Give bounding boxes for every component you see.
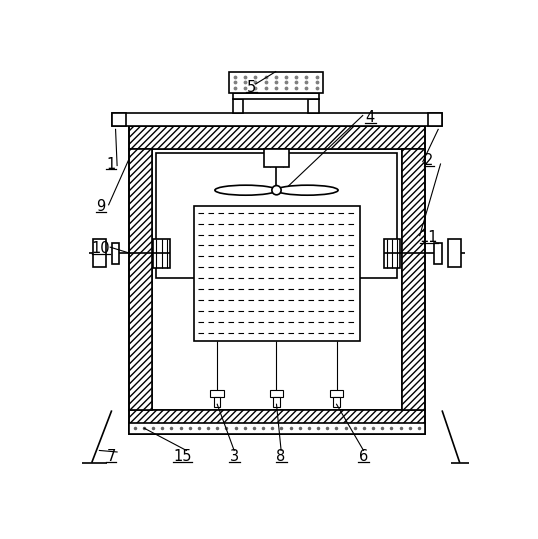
Bar xyxy=(334,397,339,407)
Bar xyxy=(232,99,243,113)
Bar xyxy=(152,149,402,410)
Bar xyxy=(273,397,280,407)
Bar xyxy=(270,390,284,397)
Text: 9: 9 xyxy=(96,199,105,214)
Bar xyxy=(112,113,442,126)
Bar xyxy=(129,410,425,433)
Bar xyxy=(434,243,442,264)
Text: 3: 3 xyxy=(230,449,239,464)
Bar xyxy=(308,99,319,113)
Bar xyxy=(112,113,125,126)
Bar xyxy=(194,206,360,341)
Bar xyxy=(384,239,400,268)
Bar xyxy=(402,149,425,410)
Bar xyxy=(210,390,224,397)
Text: 4: 4 xyxy=(366,110,375,125)
Bar xyxy=(448,239,461,267)
Text: 10: 10 xyxy=(91,241,110,256)
Text: 6: 6 xyxy=(359,449,368,464)
Ellipse shape xyxy=(215,185,277,195)
Bar xyxy=(153,239,170,268)
Text: 5: 5 xyxy=(247,80,257,94)
Text: 7: 7 xyxy=(107,449,116,464)
Text: 1: 1 xyxy=(107,156,116,171)
Bar xyxy=(129,149,152,410)
Bar xyxy=(129,126,425,433)
Bar xyxy=(93,239,105,267)
Bar xyxy=(129,126,425,149)
Bar xyxy=(229,72,323,93)
Ellipse shape xyxy=(277,185,338,195)
Text: 2: 2 xyxy=(424,153,434,168)
Bar xyxy=(428,113,442,126)
Bar xyxy=(214,397,220,407)
Bar xyxy=(129,423,425,433)
Bar xyxy=(157,153,398,278)
Bar xyxy=(112,243,119,264)
Text: 11: 11 xyxy=(420,230,438,245)
Bar xyxy=(330,390,343,397)
Text: 15: 15 xyxy=(173,449,192,464)
Bar xyxy=(232,93,319,99)
Bar xyxy=(264,149,289,167)
Circle shape xyxy=(272,185,281,195)
Text: 8: 8 xyxy=(277,449,286,464)
